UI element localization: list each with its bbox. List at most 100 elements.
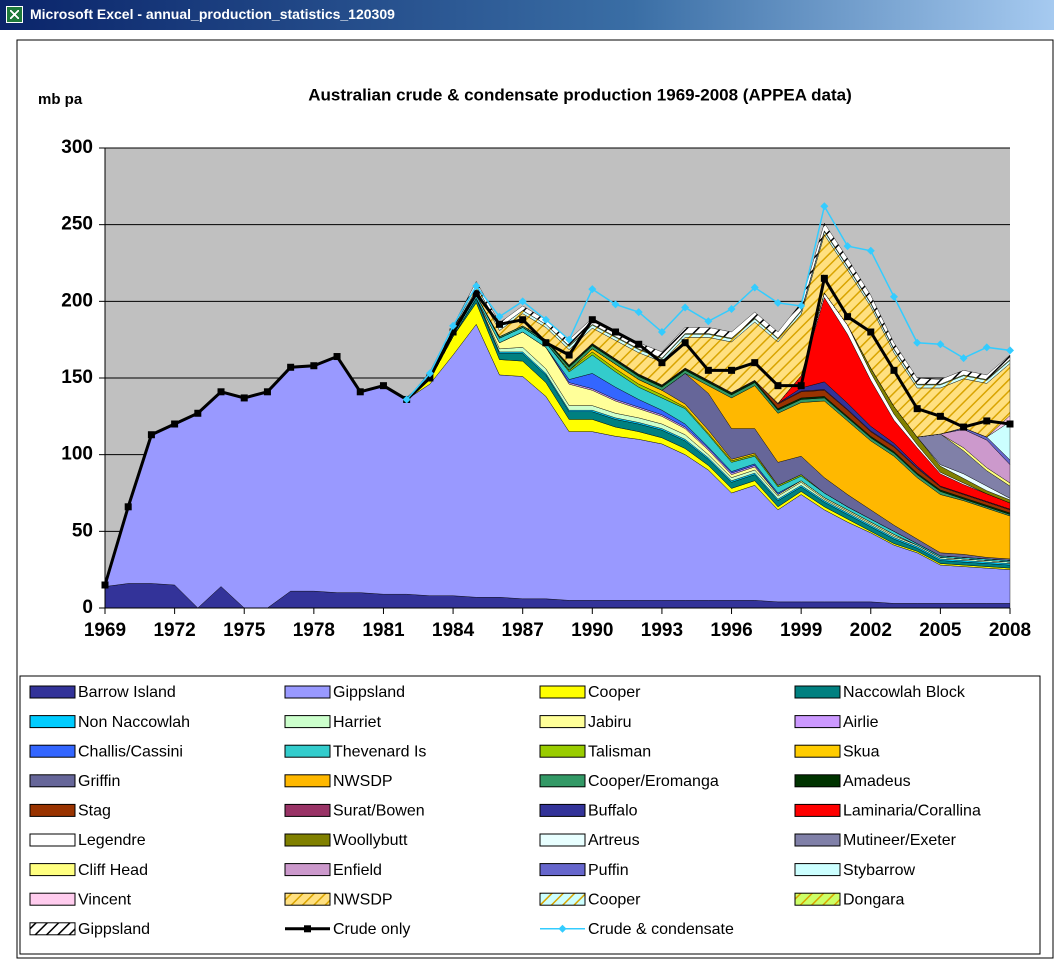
marker bbox=[519, 316, 527, 324]
legend-swatch bbox=[29, 685, 76, 699]
line bbox=[103, 274, 1011, 586]
marker bbox=[542, 339, 550, 347]
marker bbox=[728, 366, 736, 374]
x-tick-label: 1972 bbox=[153, 620, 195, 641]
marker bbox=[495, 320, 503, 328]
legend-swatch bbox=[794, 685, 841, 699]
legend-label: Griffin bbox=[78, 773, 120, 790]
legend-label: Gippsland bbox=[78, 921, 150, 938]
legend-label: Puffin bbox=[588, 862, 629, 879]
marker bbox=[820, 274, 828, 282]
marker bbox=[704, 366, 712, 374]
legend-label: Mutineer/Exeter bbox=[843, 832, 957, 849]
legend-label: Legendre bbox=[78, 832, 146, 849]
marker bbox=[751, 359, 759, 367]
marker bbox=[124, 503, 132, 511]
marker bbox=[287, 363, 295, 371]
marker bbox=[867, 328, 875, 336]
legend-swatch bbox=[29, 833, 76, 847]
legend-swatch bbox=[794, 774, 841, 788]
legend-swatch bbox=[284, 685, 331, 699]
x-tick-label: 1984 bbox=[432, 620, 475, 641]
window-title: Microsoft Excel - annual_production_stat… bbox=[30, 6, 395, 22]
legend-label: Amadeus bbox=[843, 773, 911, 790]
legend-label: Thevenard Is bbox=[333, 743, 426, 760]
marker bbox=[565, 335, 574, 344]
marker bbox=[727, 305, 736, 313]
y-tick-label: 50 bbox=[72, 520, 93, 541]
legend-swatch bbox=[794, 833, 841, 847]
legend-swatch bbox=[539, 803, 586, 817]
marker bbox=[426, 374, 434, 382]
x-tick-label: 2008 bbox=[989, 620, 1031, 641]
legend-label: Naccowlah Block bbox=[843, 684, 966, 701]
marker bbox=[750, 283, 759, 292]
marker bbox=[472, 290, 480, 298]
legend-label: Woollybutt bbox=[333, 832, 408, 849]
legend-label: Non Naccowlah bbox=[78, 714, 190, 731]
marker bbox=[983, 417, 991, 425]
marker bbox=[612, 328, 620, 336]
legend-label: Crude only bbox=[333, 921, 410, 938]
marker bbox=[379, 382, 387, 390]
y-tick-label: 300 bbox=[61, 137, 93, 158]
marker bbox=[657, 328, 666, 336]
y-axis-label: mb pa bbox=[38, 91, 83, 108]
marker bbox=[425, 369, 434, 378]
legend-label: Barrow Island bbox=[78, 684, 176, 701]
excel-icon bbox=[6, 6, 23, 23]
x-tick-label: 1999 bbox=[780, 620, 822, 641]
legend-label: NWSDP bbox=[333, 891, 393, 908]
marker bbox=[565, 351, 573, 359]
y-tick-label: 100 bbox=[61, 444, 93, 465]
legend-swatch bbox=[284, 715, 331, 729]
legend-swatch bbox=[794, 803, 841, 817]
marker bbox=[310, 362, 318, 370]
legend-box bbox=[19, 675, 1041, 955]
marker bbox=[147, 431, 155, 439]
legend-swatch bbox=[539, 833, 586, 847]
legend-label: Cooper bbox=[588, 684, 641, 701]
marker bbox=[797, 382, 805, 390]
legend-swatch bbox=[794, 863, 841, 877]
legend-swatch bbox=[284, 833, 331, 847]
marker bbox=[217, 388, 225, 396]
marker bbox=[820, 202, 829, 211]
legend-swatch bbox=[794, 892, 841, 906]
legend-swatch bbox=[29, 863, 76, 877]
legend-swatch bbox=[284, 744, 331, 758]
marker bbox=[843, 242, 852, 251]
marker bbox=[635, 340, 643, 348]
window-title-bar: Microsoft Excel - annual_production_stat… bbox=[0, 0, 1054, 30]
marker bbox=[866, 246, 875, 255]
marker bbox=[1006, 346, 1014, 355]
marker bbox=[588, 316, 596, 324]
legend-label: Enfield bbox=[333, 862, 382, 879]
legend-marker bbox=[558, 924, 567, 933]
legend-label: Airlie bbox=[843, 714, 879, 731]
y-tick-label: 150 bbox=[61, 367, 93, 388]
marker bbox=[890, 366, 898, 374]
marker bbox=[1006, 420, 1014, 428]
y-tick-label: 0 bbox=[82, 597, 93, 618]
marker bbox=[333, 353, 341, 361]
legend-swatch bbox=[539, 892, 586, 906]
legend-label: Skua bbox=[843, 743, 880, 760]
legend-swatch bbox=[29, 715, 76, 729]
legend-label: Stybarrow bbox=[843, 862, 915, 879]
marker bbox=[611, 300, 620, 309]
legend-label: Vincent bbox=[78, 891, 132, 908]
marker bbox=[588, 285, 597, 294]
marker bbox=[449, 328, 457, 336]
legend-label: NWSDP bbox=[333, 773, 393, 790]
marker bbox=[704, 317, 713, 326]
marker bbox=[402, 395, 411, 404]
marker bbox=[263, 388, 271, 396]
legend-label: Crude & condensate bbox=[588, 921, 734, 938]
legend-swatch bbox=[284, 774, 331, 788]
legend-swatch bbox=[284, 863, 331, 877]
legend-label: Cooper/Eromanga bbox=[588, 773, 719, 790]
x-tick-label: 2002 bbox=[850, 620, 892, 641]
marker bbox=[960, 423, 968, 431]
marker bbox=[634, 308, 643, 317]
